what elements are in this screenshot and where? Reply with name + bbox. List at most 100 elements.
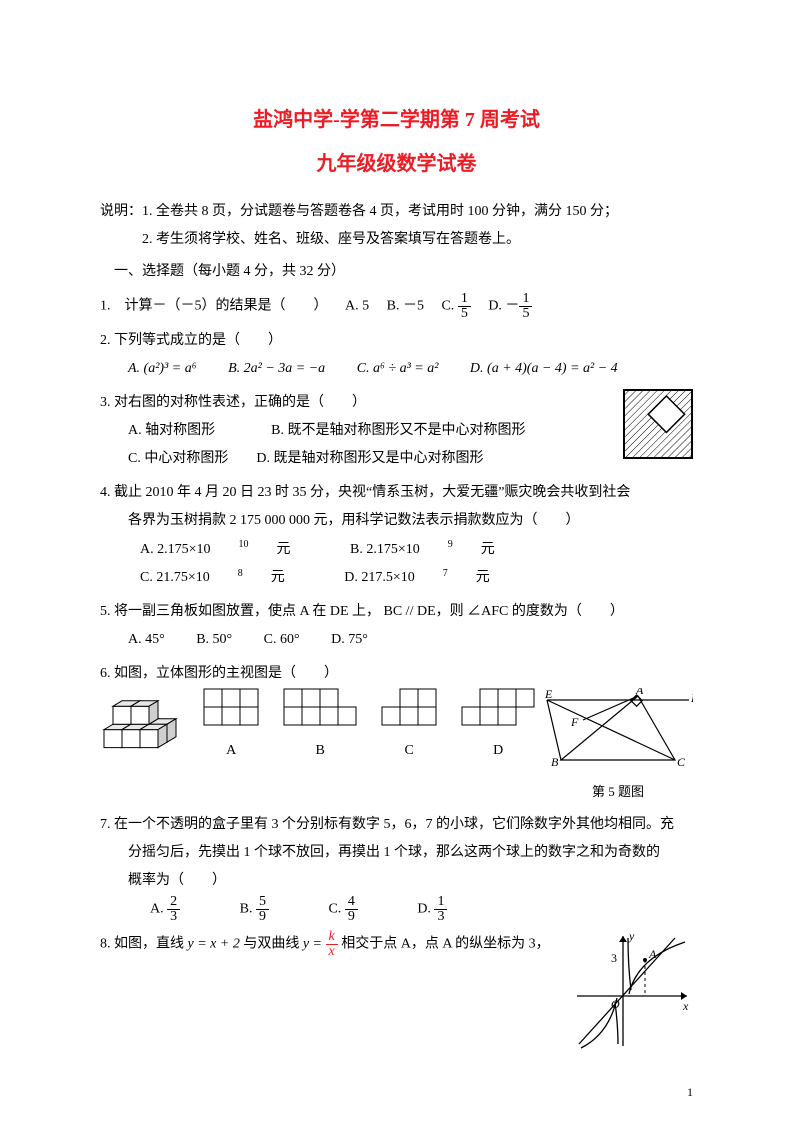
q1-c-num: 1 <box>458 292 471 307</box>
q2-opts: A. (a²)³ = a⁶ B. 2a² − 3a = −a C. a⁶ ÷ a… <box>128 355 693 383</box>
q3-stem: 3. 对右图的对称性表述，正确的是（ ） <box>100 395 366 410</box>
q4-opts: A. 2.175×1010 元 B. 2.175×109 元 C. 21.75×… <box>140 535 693 592</box>
q5-stem: 5. 将一副三角板如图放置，使点 A 在 DE 上， BC // DE，则 ∠A… <box>100 598 693 626</box>
instructions-1: 说明：1. 全卷共 8 页，分试题卷与答题卷各 4 页，考试用时 100 分钟，… <box>100 198 693 226</box>
title-sub: 九年级级数学试卷 <box>100 144 693 184</box>
q8-post: 相交于点 A，点 A 的纵坐标为 3， <box>338 937 550 952</box>
q2-stem: 2. 下列等式成立的是（ ） <box>100 333 282 348</box>
q8-frac: kx <box>326 930 338 959</box>
q5-b: B. 50° <box>196 626 232 654</box>
section-1-title: 一、选择题（每小题 4 分，共 32 分） <box>100 258 693 286</box>
q4-d: D. 217.5×107 元 <box>344 564 518 593</box>
svg-text:A: A <box>648 947 657 961</box>
q7-d-l: D. <box>417 902 434 917</box>
q8-pre: 8. 如图，直线 <box>100 937 188 952</box>
q1-c-den: 5 <box>458 307 471 321</box>
q7-stem1: 7. 在一个不透明的盒子里有 3 个分别标有数字 5，6，7 的小球，它们除数字… <box>100 811 693 839</box>
q1-opt-d-label: D. － <box>488 299 519 314</box>
q8-eq1: y = x + 2 <box>188 937 240 952</box>
q4-b: B. 2.175×109 元 <box>350 535 523 564</box>
section-1-text: 一、选择题（每小题 4 分，共 32 分） <box>114 264 345 279</box>
q3-line1: A. 轴对称图形 B. 既不是轴对称图形又不是中心对称图形 <box>128 417 617 445</box>
q6-a-label: A <box>203 737 259 765</box>
q6-figs: A B C D <box>100 688 543 765</box>
q1-opt-d-frac: 15 <box>519 292 532 321</box>
q6-opt-a: A <box>203 688 259 765</box>
q2-b: B. 2a² − 3a = −a <box>228 355 325 383</box>
page-number: 1 <box>100 1080 693 1104</box>
q3: 3. 对右图的对称性表述，正确的是（ ） A. 轴对称图形 B. 既不是轴对称图… <box>100 389 693 473</box>
svg-text:D: D <box>690 691 693 705</box>
q6: 6. 如图，立体图形的主视图是（ ） A B C D EDABCF 第 5 题图 <box>100 660 693 805</box>
q7-a-frac: 23 <box>167 895 180 924</box>
q5-c: C. 60° <box>264 626 300 654</box>
q7-d-frac: 13 <box>434 895 447 924</box>
q7-c-frac: 49 <box>345 895 358 924</box>
q6-opt-b: B <box>283 688 357 765</box>
q7-a-l: A. <box>150 902 167 917</box>
q3-c: C. 中心对称图形 <box>128 451 228 466</box>
q8-text: 8. 如图，直线 y = x + 2 与双曲线 y = kx 相交于点 A，点 … <box>100 930 573 959</box>
svg-text:y: y <box>628 930 635 943</box>
q1-opt-c-label: C. <box>441 299 457 314</box>
q1-opt-b: B. －5 <box>387 299 424 314</box>
q6-stem: 6. 如图，立体图形的主视图是（ ） <box>100 660 693 688</box>
q7-opts: A. 23 B. 59 C. 49 D. 13 <box>150 895 693 924</box>
svg-text:B: B <box>551 755 559 768</box>
q3-d: D. 既是轴对称图形又是中心对称图形 <box>256 451 483 466</box>
q4-a: A. 2.175×1010 元 <box>140 535 319 564</box>
title-main: 盐鸿中学-学第二学期第 7 周考试 <box>100 100 693 140</box>
q5-opts: A. 45° B. 50° C. 60° D. 75° <box>128 626 693 654</box>
svg-text:x: x <box>682 999 689 1013</box>
svg-text:C: C <box>677 755 686 768</box>
svg-text:3: 3 <box>611 951 617 965</box>
q3-a: A. 轴对称图形 <box>128 423 215 438</box>
q1-stem: 1. 计算－（－5）的结果是（ ） <box>100 299 328 314</box>
q7: 7. 在一个不透明的盒子里有 3 个分别标有数字 5，6，7 的小球，它们除数字… <box>100 811 693 924</box>
q6-figs-row: A B C D EDABCF 第 5 题图 <box>100 688 693 805</box>
q1-d-den: 5 <box>519 307 532 321</box>
q4-stem2: 各界为玉树捐款 2 175 000 000 元，用科学记数法表示捐款数应为（ ） <box>128 507 693 535</box>
q5-a: A. 45° <box>128 626 165 654</box>
q6-d-label: D <box>461 737 535 765</box>
q6-opt-c: C <box>381 688 437 765</box>
q3-b: B. 既不是轴对称图形又不是中心对称图形 <box>271 423 525 438</box>
q4: 4. 截止 2010 年 4 月 20 日 23 时 35 分，央视“情系玉树，… <box>100 479 693 592</box>
q5-d: D. 75° <box>331 626 368 654</box>
q7-c-l: C. <box>328 902 344 917</box>
q5: 5. 将一副三角板如图放置，使点 A 在 DE 上， BC // DE，则 ∠A… <box>100 598 693 654</box>
q2-d: D. (a + 4)(a − 4) = a² − 4 <box>470 355 618 383</box>
q7-stem3: 概率为（ ） <box>128 867 693 895</box>
q1-d-num: 1 <box>519 292 532 307</box>
q8-mid: 与双曲线 <box>240 937 303 952</box>
q3-figure <box>623 389 693 459</box>
q7-b-frac: 59 <box>256 895 269 924</box>
q8-figure: 3 A Ox y <box>573 930 693 1050</box>
q3-text: 3. 对右图的对称性表述，正确的是（ ） A. 轴对称图形 B. 既不是轴对称图… <box>100 389 617 473</box>
q6-b-label: B <box>283 737 357 765</box>
q5-figure: E D A B C F <box>543 688 693 768</box>
q8-eq2a: y = <box>303 937 326 952</box>
q1-opt-a: A. 5 <box>345 299 369 314</box>
q5-fig-label: 第 5 题图 <box>543 779 693 805</box>
svg-text:O: O <box>611 997 620 1011</box>
svg-text:E: E <box>544 688 553 701</box>
q7-b-l: B. <box>240 902 256 917</box>
q7-stem2: 分摇匀后，先摸出 1 个球不放回，再摸出 1 个球，那么这两个球上的数字之和为奇… <box>128 839 693 867</box>
q4-stem1: 4. 截止 2010 年 4 月 20 日 23 时 35 分，央视“情系玉树，… <box>100 479 693 507</box>
q2: 2. 下列等式成立的是（ ） A. (a²)³ = a⁶ B. 2a² − 3a… <box>100 327 693 383</box>
q6-c-label: C <box>381 737 437 765</box>
q2-c: C. a⁶ ÷ a³ = a² <box>357 355 439 383</box>
q1: 1. 计算－（－5）的结果是（ ） A. 5 B. －5 C. 15 D. －1… <box>100 292 693 321</box>
q1-opt-c-frac: 15 <box>458 292 471 321</box>
svg-text:F: F <box>570 715 579 729</box>
q8: 8. 如图，直线 y = x + 2 与双曲线 y = kx 相交于点 A，点 … <box>100 930 693 1050</box>
q3-line2: C. 中心对称图形 D. 既是轴对称图形又是中心对称图形 <box>128 445 617 473</box>
q5-figure-block: E D A B C F 第 5 题图 <box>543 688 693 805</box>
q6-iso <box>100 690 179 766</box>
q6-opt-d: D <box>461 688 535 765</box>
q2-a: A. (a²)³ = a⁶ <box>128 355 197 383</box>
svg-text:A: A <box>635 688 644 697</box>
instructions-2: 2. 考生须将学校、姓名、班级、座号及答案填写在答题卷上。 <box>142 226 693 254</box>
q4-c: C. 21.75×108 元 <box>140 564 313 593</box>
